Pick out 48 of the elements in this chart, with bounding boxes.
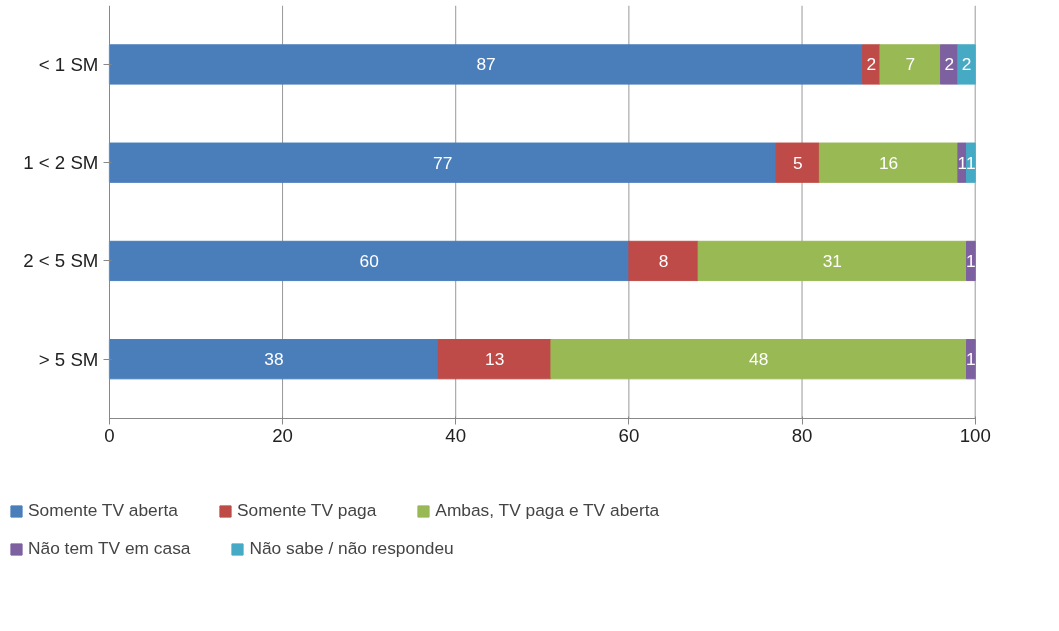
data-label: 2 [944,54,955,75]
bar [108,44,864,85]
bar [108,142,777,183]
bar [957,44,976,85]
legend-label: Não sabe / não respondeu [249,538,454,559]
legend-label: Somente TV aberta [28,500,178,521]
data-label: 7 [905,54,916,75]
data-label: 1 [957,152,968,173]
bar [628,240,699,282]
data-label: 48 [749,349,769,370]
bar [108,339,439,380]
y-tick-label: 1 < 2 SM [23,152,99,174]
data-label: 8 [658,250,669,271]
bar [437,339,552,380]
bar [697,240,968,282]
bar [818,142,959,183]
x-tick-label: 40 [445,425,467,447]
legend-label: Somente TV paga [236,500,377,521]
data-label: 1 [966,349,976,370]
y-tick-label: 2 < 5 SM [23,250,99,272]
data-label: 13 [485,349,505,370]
data-label: 5 [792,152,803,173]
x-tick-label: 80 [791,425,813,447]
x-tick-label: 60 [618,425,640,447]
bar [775,142,820,183]
data-label: 60 [359,250,379,271]
legend-label: Não tem TV em casa [28,538,191,559]
data-label: 2 [961,54,972,75]
data-label: 1 [966,250,976,271]
y-tick-label: > 5 SM [38,348,99,370]
bar [966,339,976,380]
bar [550,339,968,380]
y-tick-label: < 1 SM [38,53,99,75]
data-label: 31 [822,250,842,271]
bar [108,240,630,282]
bar [966,142,976,183]
legend-label: Ambas, TV paga e TV aberta [435,500,660,521]
data-label: 77 [433,152,453,173]
bar [966,240,976,282]
data-label: 1 [966,152,976,173]
data-label: 38 [264,349,284,370]
data-label: 87 [476,54,496,75]
data-label: 16 [878,152,899,173]
data-label: 2 [866,54,877,75]
bar [879,44,942,85]
x-tick-label: 20 [272,425,293,447]
x-tick-label: 100 [959,425,991,447]
x-tick-label: 0 [104,425,115,447]
